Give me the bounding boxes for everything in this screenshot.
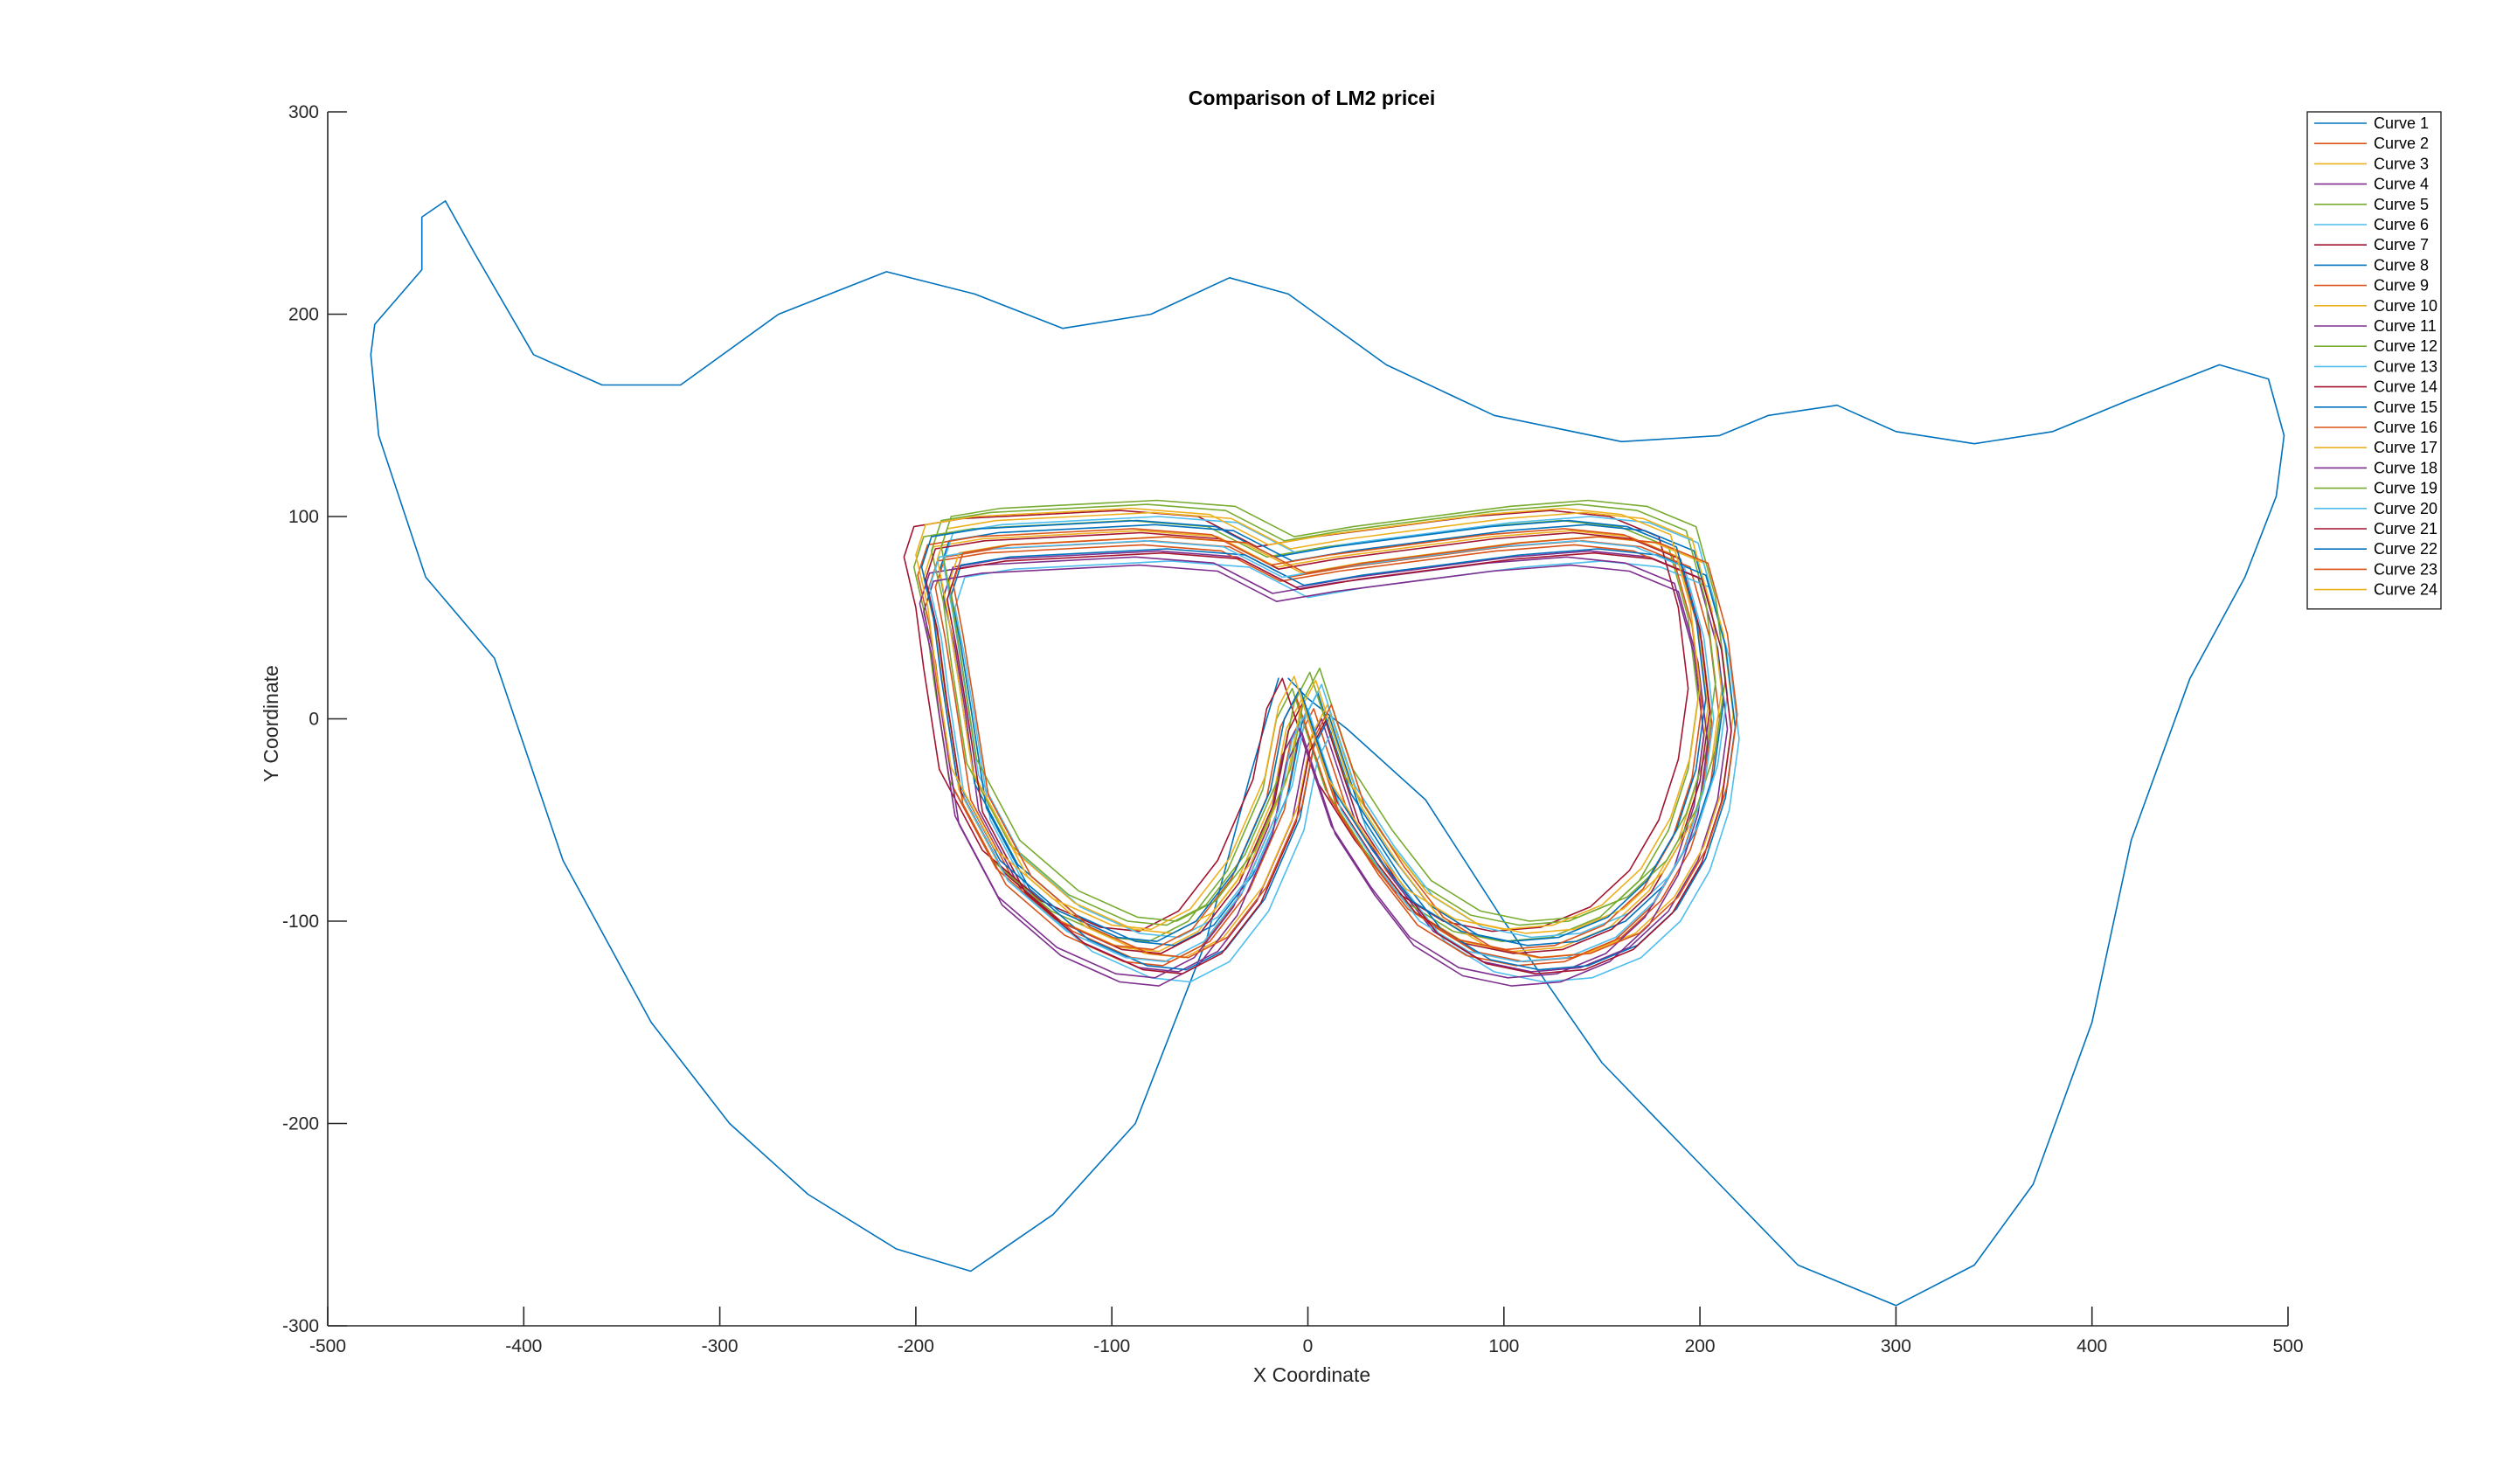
legend-label-9: Curve 9 — [2374, 277, 2429, 295]
legend-label-2: Curve 2 — [2374, 135, 2429, 152]
x-tick-label: 200 — [1685, 1336, 1716, 1356]
x-tick-label: 400 — [2077, 1336, 2107, 1356]
legend: Curve 1 Curve 2 Curve 3 Curve 4 Curve 5 Curve… — [2306, 111, 2442, 610]
y-axis-ticks: -300 -200 -100 0 100 200 300 — [282, 102, 347, 1336]
legend-label-23: Curve 23 — [2374, 560, 2437, 578]
legend-label-21: Curve 21 — [2374, 520, 2437, 537]
x-tick-label: -200 — [898, 1336, 934, 1356]
y-axis-label: Y Coordinate — [260, 665, 282, 782]
legend-label-12: Curve 12 — [2374, 337, 2437, 355]
legend-label-13: Curve 13 — [2374, 357, 2437, 375]
curve-23-line — [952, 536, 1738, 959]
curve-22-line — [920, 519, 1707, 942]
legend-label-19: Curve 19 — [2374, 480, 2437, 497]
legend-label-20: Curve 20 — [2374, 500, 2437, 517]
legend-box — [2306, 111, 2442, 610]
legend-label-1: Curve 1 — [2374, 114, 2429, 132]
x-tick-label: 100 — [1488, 1336, 1519, 1356]
legend-label-17: Curve 17 — [2374, 439, 2437, 456]
legend-label-11: Curve 11 — [2374, 317, 2437, 335]
plot-area — [370, 200, 2285, 1307]
y-tick-label: 100 — [288, 507, 319, 527]
curve-7-line — [903, 510, 1689, 933]
curve-18-line — [923, 564, 1709, 987]
x-tick-label: -100 — [1093, 1336, 1130, 1356]
axes: -500 -400 -300 -200 -100 0 100 200 300 400 500 -30… — [282, 102, 2304, 1356]
y-tick-label: -200 — [282, 1114, 319, 1134]
x-tick-label: -500 — [309, 1336, 346, 1356]
x-axis-ticks: -500 -400 -300 -200 -100 0 100 200 300 400 500 — [309, 1307, 2304, 1356]
y-tick-label: -100 — [282, 912, 319, 932]
curve-5-line — [912, 519, 1699, 942]
y-tick-label: 200 — [288, 305, 319, 325]
chart-title: Comparison of LM2 pricei — [1189, 87, 1435, 109]
curve-24-line — [915, 507, 1701, 931]
curve-11-line — [919, 556, 1705, 979]
curve-group — [370, 200, 2285, 1307]
curve-16-line — [917, 528, 1703, 951]
x-axis-label: X Coordinate — [1253, 1363, 1370, 1386]
legend-label-3: Curve 3 — [2374, 155, 2429, 172]
curve-20-line — [928, 540, 1715, 963]
legend-label-8: Curve 8 — [2374, 256, 2429, 274]
legend-label-6: Curve 6 — [2374, 216, 2429, 233]
x-tick-label: -400 — [505, 1336, 542, 1356]
legend-label-7: Curve 7 — [2374, 236, 2429, 253]
curve-19-line — [940, 499, 1727, 922]
x-tick-label: 300 — [1881, 1336, 1911, 1356]
legend-label-16: Curve 16 — [2374, 419, 2437, 436]
legend-label-15: Curve 15 — [2374, 399, 2437, 416]
y-tick-label: -300 — [282, 1316, 319, 1336]
legend-label-5: Curve 5 — [2374, 196, 2429, 213]
legend-label-4: Curve 4 — [2374, 176, 2429, 193]
x-tick-label: 500 — [2272, 1336, 2303, 1356]
curve-1-line — [370, 200, 2285, 1307]
legend-label-22: Curve 22 — [2374, 540, 2437, 558]
x-tick-label: 0 — [1303, 1336, 1314, 1356]
legend-label-14: Curve 14 — [2374, 378, 2437, 396]
curve-10-line — [948, 536, 1734, 959]
curve-8-line — [939, 524, 1724, 947]
legend-items: Curve 1 Curve 2 Curve 3 Curve 4 Curve 5 Curve… — [2314, 114, 2437, 599]
legend-label-18: Curve 18 — [2374, 459, 2437, 476]
curve-6-line — [954, 560, 1740, 983]
legend-label-10: Curve 10 — [2374, 297, 2437, 315]
y-tick-label: 300 — [288, 102, 319, 122]
legend-label-24: Curve 24 — [2374, 581, 2437, 599]
y-tick-label: 0 — [309, 710, 319, 730]
x-tick-label: -300 — [702, 1336, 738, 1356]
curve-21-line — [946, 551, 1732, 974]
curve-9-line — [926, 544, 1713, 967]
